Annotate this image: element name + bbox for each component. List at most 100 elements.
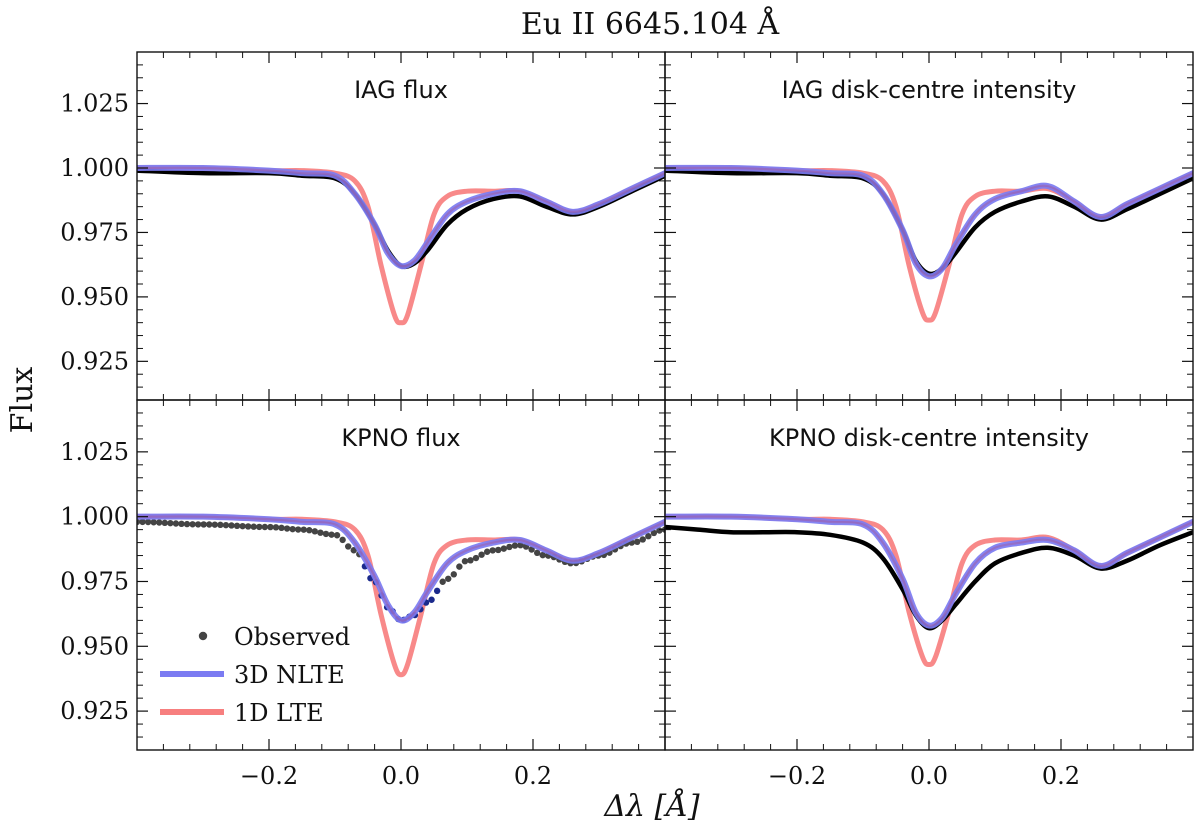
observed-point	[478, 551, 485, 558]
series-line-overlap	[137, 515, 665, 622]
observed-point	[233, 522, 241, 530]
y-tick-label: 0.975	[60, 567, 129, 595]
observed-point	[261, 523, 269, 531]
observed-point	[328, 531, 335, 538]
series-line-1d-lte	[137, 513, 665, 678]
observed-point	[139, 518, 146, 526]
observed-point	[194, 521, 202, 528]
observed-point	[156, 519, 163, 526]
observed-point	[294, 526, 302, 533]
observed-point	[500, 545, 508, 552]
observed-point	[244, 523, 252, 530]
series-line-3d-nlte	[137, 164, 665, 270]
y-tick-label: 0.925	[60, 347, 129, 375]
observed-point	[339, 536, 346, 544]
observed-point	[222, 521, 230, 529]
observed-point	[533, 549, 541, 557]
series-line-1d-lte	[665, 513, 1193, 667]
y-tick-label: 1.025	[60, 90, 129, 118]
observed-point	[272, 524, 280, 531]
series-line-observed	[665, 168, 1193, 277]
series-group	[665, 513, 1193, 667]
observed-point	[428, 596, 435, 603]
ticks: 0.925 0.950 0.975 1.000 1.025	[60, 52, 665, 400]
observed-point	[650, 529, 658, 537]
observed-point	[439, 578, 446, 585]
observed-point	[278, 524, 285, 532]
observed-point	[250, 523, 257, 530]
observed-point	[239, 522, 246, 530]
observed-point	[433, 587, 441, 595]
panel-frame	[664, 51, 1194, 401]
x-tick-label: 0.0	[382, 762, 420, 790]
series-group	[137, 513, 665, 678]
y-tick-label: 1.025	[60, 438, 129, 466]
panel-frame	[664, 399, 1194, 751]
observed-point	[306, 527, 313, 534]
observed-point	[150, 519, 157, 526]
observed-point	[206, 521, 213, 528]
series-line-overlap	[137, 166, 665, 268]
x-tick-label: −0.2	[240, 762, 298, 790]
legend: Observed 3D NLTE 1D LTE	[160, 623, 350, 727]
panel-1: IAG flux 0.925 0.950 0.975 1.000 1.025	[60, 51, 666, 401]
x-axis-label: Δλ [Å]	[603, 788, 700, 824]
observed-point	[311, 528, 319, 535]
observed-point	[483, 548, 491, 555]
ticks: −0.2 0.0 0.2 0.925 0.950 0.975 1.000 1.025	[60, 400, 665, 790]
panel-title: KPNO flux	[341, 424, 460, 452]
figure-title: Eu II 6645.104 Å	[521, 6, 780, 42]
observed-point	[317, 529, 324, 536]
observed-point	[528, 546, 535, 553]
panel-frame	[136, 51, 666, 401]
ticks	[665, 52, 1193, 400]
observed-point	[256, 523, 263, 531]
observed-point	[511, 542, 519, 549]
series-observed-dots	[137, 518, 665, 624]
observed-point	[189, 521, 196, 528]
series-group	[137, 164, 665, 326]
series-group	[665, 164, 1193, 323]
observed-point	[445, 575, 452, 582]
legend-observed-label: Observed	[234, 623, 350, 651]
observed-point	[228, 522, 235, 529]
observed-point	[461, 558, 469, 565]
observed-point	[645, 533, 652, 540]
y-tick-label: 0.950	[60, 632, 129, 660]
observed-point	[178, 520, 185, 528]
series-line-1d-lte	[137, 165, 665, 326]
series-line-1d-lte	[665, 165, 1193, 323]
legend-1d-lte-label: 1D LTE	[234, 699, 324, 727]
panel-frame	[136, 399, 666, 751]
y-tick-label: 1.000	[60, 154, 129, 182]
observed-point	[472, 554, 480, 562]
observed-point	[450, 571, 457, 578]
ticks: −0.2 0.0 0.2	[665, 400, 1193, 790]
panel-4: KPNO disk-centre intensity −0.2 0.0 0.2	[664, 399, 1194, 790]
x-tick-label: 0.0	[910, 762, 948, 790]
series-line-observed	[665, 524, 1193, 631]
panel-title: KPNO disk-centre intensity	[769, 424, 1089, 452]
panel-title: IAG flux	[354, 76, 448, 104]
observed-point	[161, 519, 168, 527]
observed-point	[211, 521, 219, 528]
observed-point	[289, 525, 296, 533]
y-tick-label: 0.975	[60, 218, 129, 246]
observed-point	[300, 526, 307, 533]
observed-point	[489, 547, 496, 554]
panel-title: IAG disk-centre intensity	[782, 76, 1077, 104]
series-line-3d-nlte	[665, 164, 1193, 280]
observed-point	[200, 521, 207, 528]
series-line-3d-nlte	[137, 513, 665, 624]
observed-point	[172, 520, 180, 527]
y-tick-label: 0.925	[60, 697, 129, 725]
series-line-overlap	[665, 515, 1193, 627]
observed-point	[217, 521, 224, 529]
observed-point	[183, 520, 191, 528]
observed-point	[167, 519, 174, 527]
series-line-observed	[137, 168, 665, 270]
y-tick-label: 1.000	[60, 503, 129, 531]
observed-point	[495, 546, 502, 554]
observed-point	[333, 532, 341, 539]
